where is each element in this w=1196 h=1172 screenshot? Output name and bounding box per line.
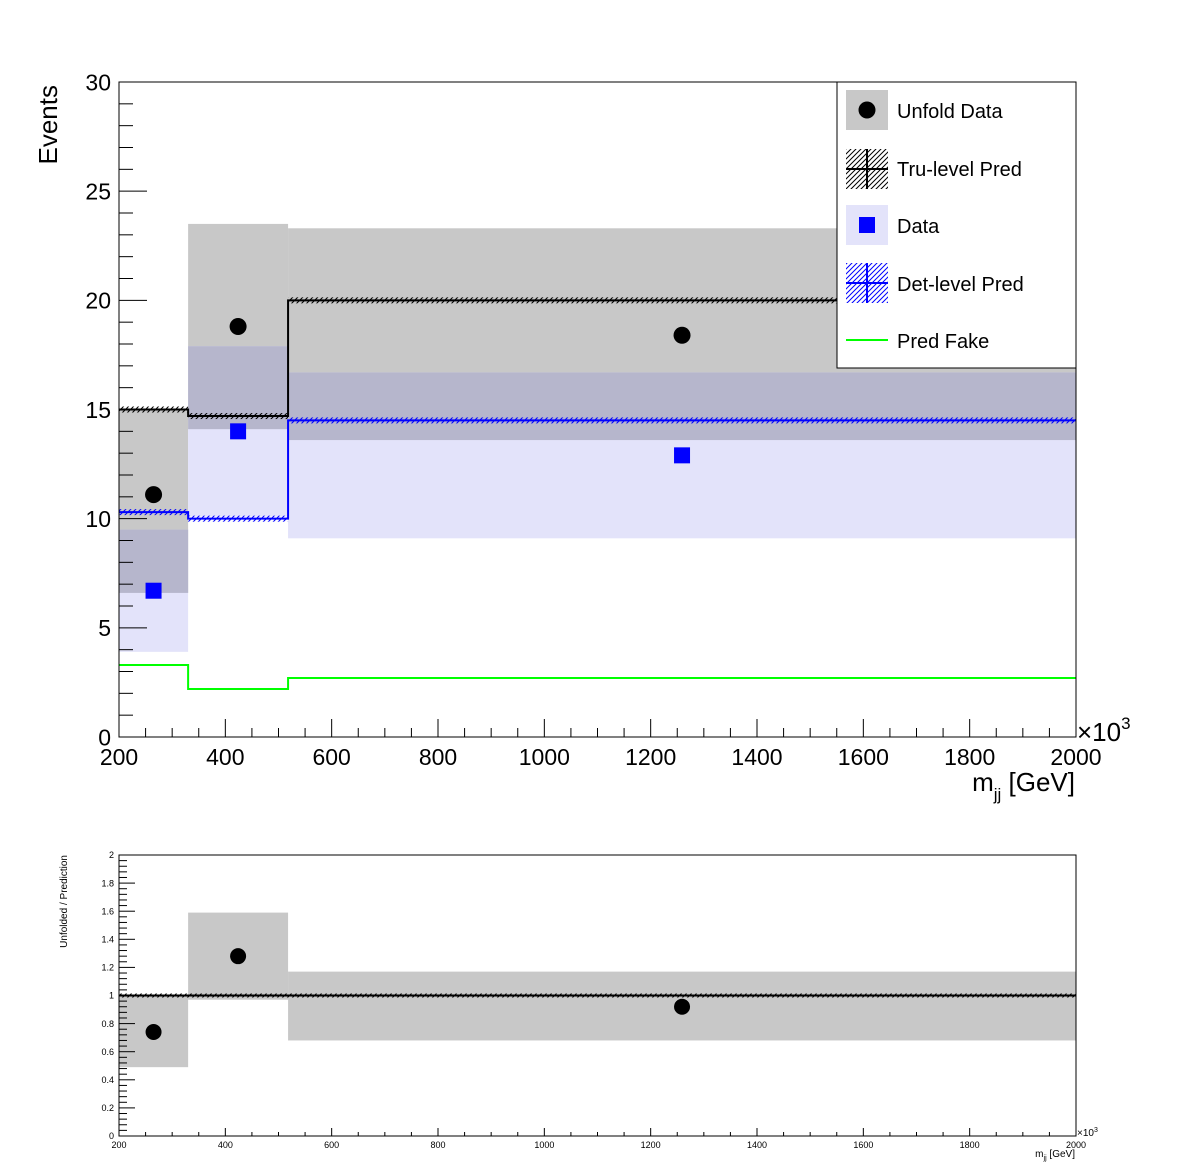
y-tick-label: 1.8 [101,878,114,888]
data-point [230,423,247,440]
ratio-points [145,948,691,1041]
x-tick-label: 2000 [1050,744,1101,770]
x-tick-label: 1600 [853,1140,873,1150]
fake-pred-line [119,663,1076,690]
legend-entry-data: Data [846,205,940,245]
band-overlap [288,372,1076,441]
x-tick-label: 1600 [838,744,889,770]
x-tick-label: 1000 [534,1140,554,1150]
y-tick-label: 25 [85,178,111,204]
x-tick-label: 1000 [519,744,570,770]
x-tick-label: 200 [111,1140,126,1150]
x-tick-label: 2000 [1066,1140,1086,1150]
y-axis-ticks: 0 5 10 15 20 25 30 [85,69,147,750]
x-tick-label: 800 [430,1140,445,1150]
ratio-point [145,1024,162,1041]
legend-label-det-pred: Det-level Pred [897,274,1024,296]
legend-label-unfold-data: Unfold Data [897,101,1003,123]
ratio-point [230,948,247,965]
unfold-data-point [145,486,163,504]
data-point [674,447,691,464]
y-tick-label: 5 [98,615,111,641]
x-axis-ticks: 200 400 600 800 1000 1200 1400 1600 1800 2000 [100,719,1102,770]
y-tick-label: 0 [98,724,111,750]
y-tick-label: 0.2 [101,1103,114,1113]
legend-entry-fake-pred: Pred Fake [846,331,989,353]
x-axis-exponent: ×103 [1077,714,1131,747]
unfold-marker-swatch [858,101,876,119]
x-tick-label: 800 [419,744,457,770]
x-axis-label: mjj [GeV] [972,767,1075,804]
x-tick-label: 1400 [747,1140,767,1150]
x-tick-label: 1400 [731,744,782,770]
data-marker-swatch [859,217,875,233]
legend-label-data: Data [897,216,940,238]
x-tick-label: 1800 [944,744,995,770]
y-tick-label: 1.4 [101,935,114,945]
ratio-plot-panel: 200 400 600 800 1000 1200 1400 1600 1800 2000 0 0.… [59,850,1098,1162]
det-pred-line [119,419,1076,520]
unfold-data-point [229,318,247,336]
x-tick-label: 400 [218,1140,233,1150]
x-tick-label: 600 [312,744,350,770]
x-tick-label: 1200 [641,1140,661,1150]
x-tick-label: 400 [206,744,244,770]
y-tick-label: 15 [85,397,111,423]
ratio-uncertainty-bands [119,912,1076,1068]
legend-entry-truth-pred: Tru-level Pred [846,149,1022,189]
y-tick-label: 10 [85,506,111,532]
ratio-x-axis-exponent: ×103 [1077,1127,1098,1139]
y-tick-label: 1.6 [101,906,114,916]
y-tick-label: 2 [109,850,114,860]
main-plot-panel: 200 400 600 800 1000 1200 1400 1600 1800 2000 0 5 1… [33,69,1131,804]
data-points [145,318,691,599]
y-axis-label: Events [33,85,63,165]
y-tick-label: 20 [85,288,111,314]
y-tick-label: 0.8 [101,1019,114,1029]
x-tick-label: 200 [100,744,138,770]
y-tick-label: 1.2 [101,963,114,973]
ratio-x-axis-label: mjj [GeV] [1035,1149,1075,1162]
x-tick-label: 1800 [960,1140,980,1150]
legend-label-fake-pred: Pred Fake [897,331,989,353]
legend: Unfold Data Tru-level Pred [836,81,1077,369]
y-tick-label: 1 [109,991,114,1001]
y-tick-label: 0.4 [101,1075,114,1085]
truth-pred-line [119,299,1076,418]
x-tick-label: 1200 [625,744,676,770]
unfold-data-point [673,326,691,344]
legend-entry-unfold-data: Unfold Data [846,90,1003,130]
ratio-x-axis-ticks: 200 400 600 800 1000 1200 1400 1600 1800 2000 [111,1128,1086,1150]
legend-label-truth-pred: Tru-level Pred [897,159,1022,181]
ratio-point [674,998,691,1015]
y-tick-label: 0 [109,1131,114,1141]
ratio-y-axis-ticks: 0 0.2 0.4 0.6 0.8 1 1.2 1.4 1.6 1.8 2 [101,850,135,1141]
data-point [145,582,162,599]
legend-entry-det-pred: Det-level Pred [846,263,1024,303]
prediction-lines [119,297,1076,690]
ratio-reference-line [119,993,1076,998]
x-tick-label: 600 [324,1140,339,1150]
y-tick-label: 30 [85,69,111,95]
ratio-y-axis-label: Unfolded / Prediction [59,855,70,948]
y-tick-label: 0.6 [101,1047,114,1057]
